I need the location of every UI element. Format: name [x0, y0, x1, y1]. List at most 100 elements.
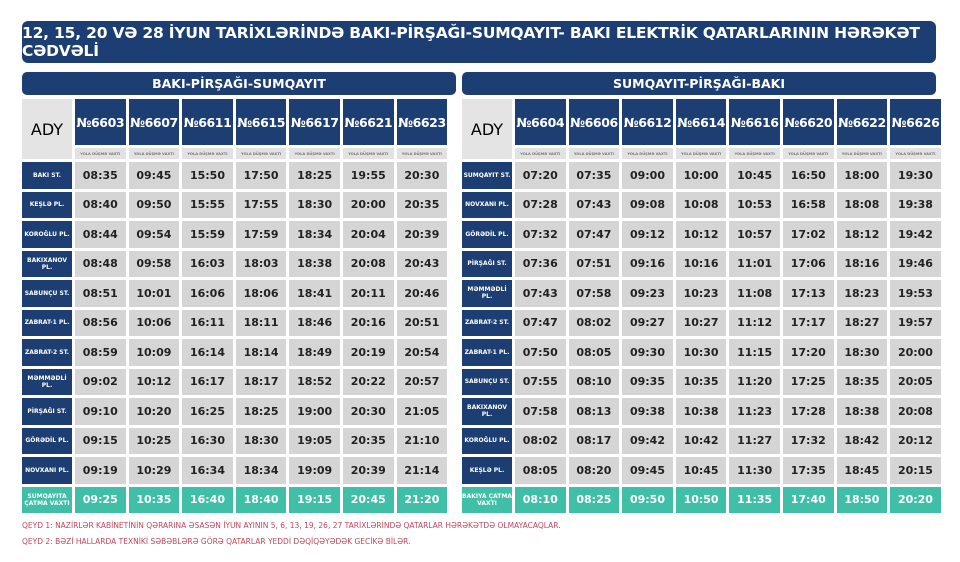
- arrival-time-cell: 16:40: [182, 486, 233, 513]
- ady-logo: ADY: [22, 99, 72, 159]
- time-cell: 19:38: [890, 191, 941, 218]
- time-cell: 18:08: [836, 191, 888, 218]
- time-cell: 11:23: [729, 398, 780, 425]
- time-cell: 09:15: [75, 427, 126, 454]
- departure-time-subheader: YOLA DÜŞMƏ VAXTI: [568, 148, 620, 159]
- departure-time-subheader: YOLA DÜŞMƏ VAXTI: [182, 148, 233, 159]
- time-cell: 20:00: [342, 191, 394, 218]
- time-cell: 11:01: [729, 250, 780, 277]
- time-cell: 07:58: [515, 398, 566, 425]
- arrival-time-cell: 09:50: [622, 486, 673, 513]
- ady-logo-icon: ADY: [30, 119, 64, 139]
- time-cell: 11:12: [729, 309, 780, 336]
- time-cell: 07:43: [568, 191, 620, 218]
- ady-logo: ADY: [462, 99, 512, 159]
- station-label: MƏMMƏDLİ PL.: [22, 368, 72, 395]
- time-cell: 10:00: [675, 162, 727, 189]
- time-cell: 20:30: [342, 398, 394, 425]
- station-label: NOVXANI PL.: [22, 457, 72, 484]
- time-cell: 09:50: [128, 191, 180, 218]
- time-cell: 15:50: [182, 162, 233, 189]
- station-label: ZABRAT-2 ST.: [22, 339, 72, 366]
- time-cell: 08:02: [568, 309, 620, 336]
- time-cell: 09:10: [75, 398, 126, 425]
- arrival-time-cell: 10:50: [675, 486, 727, 513]
- time-cell: 09:38: [622, 398, 673, 425]
- time-cell: 07:43: [515, 280, 566, 307]
- time-cell: 20:12: [890, 427, 941, 454]
- train-number-header: №6617: [289, 99, 340, 145]
- time-cell: 07:50: [515, 339, 566, 366]
- station-label: NOVXANI PL.: [462, 191, 512, 218]
- time-cell: 20:35: [396, 191, 448, 218]
- station-label: ZABRAT-1 PL.: [462, 339, 512, 366]
- time-cell: 20:39: [342, 457, 394, 484]
- time-cell: 19:05: [289, 427, 340, 454]
- departure-time-subheader: YOLA DÜŞMƏ VAXTI: [890, 148, 941, 159]
- train-number-header: №6620: [782, 99, 834, 145]
- departure-time-subheader: YOLA DÜŞMƏ VAXTI: [75, 148, 126, 159]
- time-cell: 08:35: [75, 162, 126, 189]
- time-cell: 17:13: [782, 280, 834, 307]
- train-number-header: №6626: [890, 99, 941, 145]
- time-cell: 16:11: [182, 309, 233, 336]
- time-cell: 07:32: [515, 221, 566, 248]
- time-cell: 18:46: [289, 309, 340, 336]
- time-cell: 17:02: [782, 221, 834, 248]
- station-label: MƏMMƏDLİ PL.: [462, 280, 512, 307]
- time-cell: 07:51: [568, 250, 620, 277]
- time-cell: 20:43: [396, 250, 448, 277]
- note-1: QEYD 1: NAZİRLƏR KABİNETİNİN QƏRARINA ƏS…: [22, 521, 561, 530]
- time-cell: 16:34: [182, 457, 233, 484]
- arrival-time-cell: 18:50: [836, 486, 888, 513]
- station-label: KOROĞLU PL.: [22, 221, 72, 248]
- time-cell: 18:06: [235, 280, 287, 307]
- time-cell: 11:08: [729, 280, 780, 307]
- time-cell: 20:51: [396, 309, 448, 336]
- departure-time-subheader: YOLA DÜŞMƏ VAXTI: [729, 148, 780, 159]
- train-number-header: №6606: [568, 99, 620, 145]
- time-cell: 20:54: [396, 339, 448, 366]
- station-label: KEŞLƏ PL.: [22, 191, 72, 218]
- time-cell: 18:25: [235, 398, 287, 425]
- time-cell: 10:09: [128, 339, 180, 366]
- time-cell: 17:59: [235, 221, 287, 248]
- time-cell: 08:02: [515, 427, 566, 454]
- time-cell: 10:12: [128, 368, 180, 395]
- arrival-time-cell: 19:15: [289, 486, 340, 513]
- time-cell: 10:08: [675, 191, 727, 218]
- time-cell: 10:23: [675, 280, 727, 307]
- station-label: SUMQAYIT ST.: [462, 162, 512, 189]
- train-number-header: №6607: [128, 99, 180, 145]
- time-cell: 09:12: [622, 221, 673, 248]
- time-cell: 09:58: [128, 250, 180, 277]
- station-label: BAKI ST.: [22, 162, 72, 189]
- time-cell: 18:42: [836, 427, 888, 454]
- time-cell: 08:20: [568, 457, 620, 484]
- time-cell: 10:12: [675, 221, 727, 248]
- time-cell: 18:34: [235, 457, 287, 484]
- time-cell: 18:14: [235, 339, 287, 366]
- station-label: SABUNÇU ST.: [22, 280, 72, 307]
- time-cell: 09:08: [622, 191, 673, 218]
- time-cell: 18:25: [289, 162, 340, 189]
- train-number-header: №6604: [515, 99, 566, 145]
- time-cell: 19:00: [289, 398, 340, 425]
- arrival-time-cell: 20:20: [890, 486, 941, 513]
- train-number-header: №6611: [182, 99, 233, 145]
- time-cell: 18:30: [289, 191, 340, 218]
- time-cell: 09:45: [128, 162, 180, 189]
- time-cell: 10:45: [729, 162, 780, 189]
- time-cell: 18:41: [289, 280, 340, 307]
- time-cell: 07:47: [515, 309, 566, 336]
- departure-time-subheader: YOLA DÜŞMƏ VAXTI: [396, 148, 448, 159]
- departure-time-subheader: YOLA DÜŞMƏ VAXTI: [782, 148, 834, 159]
- time-cell: 19:42: [890, 221, 941, 248]
- time-cell: 07:35: [568, 162, 620, 189]
- time-cell: 18:38: [289, 250, 340, 277]
- time-cell: 16:17: [182, 368, 233, 395]
- time-cell: 09:16: [622, 250, 673, 277]
- time-cell: 10:53: [729, 191, 780, 218]
- time-cell: 19:55: [342, 162, 394, 189]
- time-cell: 20:04: [342, 221, 394, 248]
